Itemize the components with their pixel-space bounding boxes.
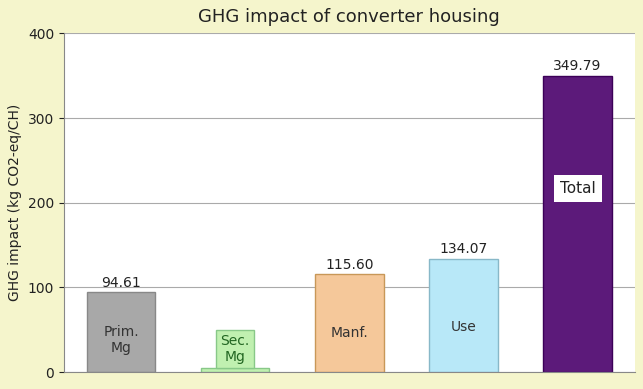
Text: 134.07: 134.07: [439, 242, 487, 256]
Y-axis label: GHG impact (kg CO2-eq/CH): GHG impact (kg CO2-eq/CH): [8, 104, 23, 301]
Bar: [201, 368, 269, 372]
Bar: [430, 259, 498, 372]
Text: Manf.: Manf.: [331, 326, 368, 340]
Bar: [87, 292, 156, 372]
Text: Sec.
Mg: Sec. Mg: [221, 334, 250, 364]
Text: 349.79: 349.79: [554, 60, 602, 74]
Bar: [315, 274, 384, 372]
Text: Prim.
Mg: Prim. Mg: [104, 325, 139, 355]
Text: 115.60: 115.60: [325, 258, 374, 272]
Text: 94.61: 94.61: [101, 275, 141, 289]
Title: GHG impact of converter housing: GHG impact of converter housing: [199, 8, 500, 26]
Text: Use: Use: [451, 320, 476, 334]
Bar: [543, 76, 612, 372]
Text: Total: Total: [559, 181, 595, 196]
Text: 5.50: 5.50: [220, 351, 251, 365]
